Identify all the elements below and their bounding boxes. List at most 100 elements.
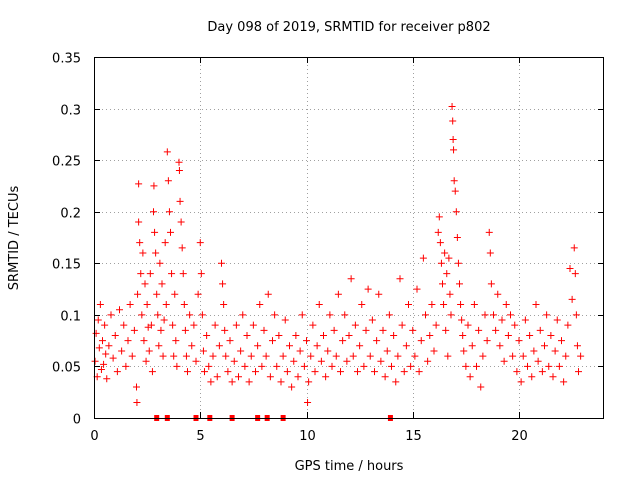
axis-ticks: 0 5 10 15 20 0 0.05 0.1 0.15 0.2 0.25 0.3 0.35 bbox=[52, 52, 604, 444]
data-point bbox=[304, 399, 312, 407]
data-point bbox=[453, 234, 461, 241]
data-point bbox=[447, 311, 455, 319]
data-point bbox=[509, 352, 517, 360]
y-tick-label: 0.05 bbox=[52, 361, 81, 376]
data-point bbox=[551, 347, 559, 355]
data-point bbox=[534, 357, 542, 365]
data-point bbox=[237, 347, 245, 355]
data-point bbox=[504, 331, 512, 339]
data-point bbox=[283, 368, 291, 376]
data-point bbox=[375, 290, 383, 298]
data-point bbox=[178, 244, 186, 252]
data-point bbox=[528, 373, 536, 381]
data-point bbox=[460, 347, 468, 355]
data-point bbox=[362, 326, 370, 334]
data-point bbox=[456, 280, 463, 288]
data-point bbox=[555, 362, 563, 370]
data-point bbox=[96, 301, 104, 309]
data-point bbox=[249, 321, 257, 329]
data-point bbox=[148, 368, 156, 376]
data-point bbox=[179, 270, 187, 278]
data-point bbox=[446, 290, 454, 298]
y-axis-label: SRMTID / TECUs bbox=[7, 186, 22, 291]
data-point bbox=[164, 177, 172, 185]
data-point bbox=[158, 280, 166, 288]
data-point bbox=[422, 311, 429, 319]
data-point bbox=[109, 354, 117, 362]
data-point bbox=[95, 344, 103, 352]
data-point bbox=[432, 321, 440, 329]
data-point bbox=[226, 337, 234, 345]
data-point bbox=[243, 331, 251, 339]
data-point bbox=[177, 218, 185, 226]
data-point bbox=[170, 352, 178, 360]
data-point bbox=[562, 352, 570, 360]
data-point bbox=[221, 326, 229, 334]
data-point bbox=[154, 311, 162, 319]
data-point bbox=[381, 373, 389, 381]
data-point bbox=[307, 352, 315, 360]
data-point bbox=[448, 103, 456, 111]
data-point bbox=[394, 352, 402, 360]
data-point bbox=[347, 275, 355, 283]
data-point bbox=[435, 213, 443, 221]
data-point bbox=[345, 331, 353, 339]
data-point bbox=[97, 366, 105, 374]
x-tick-label: 5 bbox=[196, 429, 204, 444]
data-point bbox=[496, 342, 504, 350]
data-point bbox=[511, 321, 519, 329]
data-point bbox=[258, 362, 266, 370]
data-point bbox=[207, 378, 215, 386]
data-point bbox=[452, 208, 460, 216]
data-point bbox=[172, 337, 180, 345]
data-point bbox=[111, 331, 119, 339]
data-point bbox=[442, 326, 450, 334]
data-point bbox=[462, 362, 470, 370]
data-point bbox=[165, 208, 173, 216]
data-point bbox=[464, 321, 472, 329]
data-point bbox=[197, 270, 205, 278]
data-point bbox=[116, 306, 123, 314]
data-point bbox=[390, 331, 398, 339]
y-tick-label: 0.2 bbox=[60, 207, 81, 222]
data-point bbox=[254, 342, 262, 350]
data-point bbox=[524, 362, 531, 370]
data-point bbox=[194, 290, 202, 298]
data-point bbox=[155, 342, 163, 350]
data-point bbox=[198, 311, 206, 319]
data-point bbox=[377, 357, 385, 365]
data-point bbox=[315, 301, 323, 309]
data-point bbox=[334, 290, 342, 298]
data-point bbox=[124, 337, 132, 345]
data-point bbox=[419, 254, 427, 262]
data-point bbox=[175, 166, 183, 174]
data-point bbox=[235, 373, 242, 381]
data-point bbox=[450, 146, 458, 154]
data-point bbox=[490, 311, 497, 319]
data-point bbox=[337, 368, 344, 376]
data-point bbox=[171, 290, 179, 298]
data-point bbox=[468, 342, 476, 350]
data-point bbox=[136, 239, 144, 247]
data-point bbox=[409, 326, 417, 334]
data-point bbox=[439, 280, 446, 288]
data-point bbox=[358, 301, 366, 309]
data-point bbox=[481, 311, 489, 319]
data-point bbox=[500, 357, 508, 365]
data-point bbox=[186, 311, 194, 319]
data-point bbox=[475, 326, 483, 334]
data-point bbox=[498, 316, 506, 324]
data-point bbox=[269, 337, 276, 345]
data-point bbox=[368, 316, 376, 324]
data-point bbox=[173, 362, 181, 370]
data-point bbox=[182, 352, 190, 360]
data-point bbox=[239, 311, 247, 319]
x-tick-label: 10 bbox=[299, 429, 316, 444]
data-point bbox=[156, 259, 164, 267]
data-point bbox=[417, 337, 425, 345]
data-point bbox=[538, 368, 546, 376]
data-point bbox=[126, 301, 134, 309]
data-point bbox=[541, 342, 548, 350]
data-point bbox=[545, 362, 553, 370]
data-point bbox=[196, 239, 204, 247]
